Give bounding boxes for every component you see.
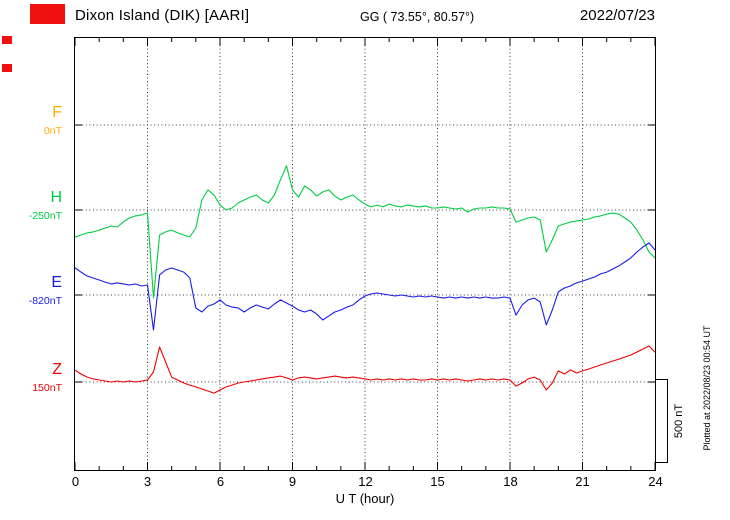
- x-tick-3: 3: [143, 474, 152, 489]
- scale-bar: [655, 379, 668, 463]
- station-title: Dixon Island (DIK) [AARI]: [75, 7, 250, 24]
- label-E: E: [51, 274, 62, 291]
- x-tick-15: 15: [430, 474, 445, 489]
- x-tick-9: 9: [288, 474, 297, 489]
- magnetogram-traces: [75, 38, 655, 470]
- plot-area: [74, 37, 656, 471]
- label-Z: Z: [52, 361, 62, 378]
- red-marker-icon: [2, 64, 12, 72]
- x-tick-0: 0: [71, 474, 80, 489]
- x-tick-12: 12: [358, 474, 373, 489]
- baseline-label-E: -820nT: [28, 295, 62, 307]
- red-marker-icon: [2, 36, 12, 44]
- trace-H: [75, 165, 655, 299]
- trace-Z: [75, 345, 655, 394]
- x-tick-18: 18: [503, 474, 518, 489]
- geographic-coords: GG ( 73.55°, 80.57°): [360, 10, 475, 24]
- plot-date: 2022/07/23: [579, 7, 655, 24]
- label-F: F: [52, 104, 62, 121]
- logo-placeholder: [30, 4, 65, 24]
- x-tick-6: 6: [216, 474, 225, 489]
- x-axis-label: U T (hour): [335, 491, 395, 506]
- label-H: H: [50, 189, 62, 206]
- plotted-note: Plotted at 2022/08/23 00:54 UT: [702, 325, 712, 451]
- baseline-label-H: -250nT: [28, 210, 62, 222]
- x-tick-21: 21: [575, 474, 590, 489]
- scale-bar-label: 500 nT: [673, 403, 685, 439]
- trace-E: [75, 242, 655, 331]
- baseline-label-F: 0nT: [43, 125, 62, 137]
- x-tick-24: 24: [648, 474, 663, 489]
- baseline-label-Z: 150nT: [32, 382, 62, 394]
